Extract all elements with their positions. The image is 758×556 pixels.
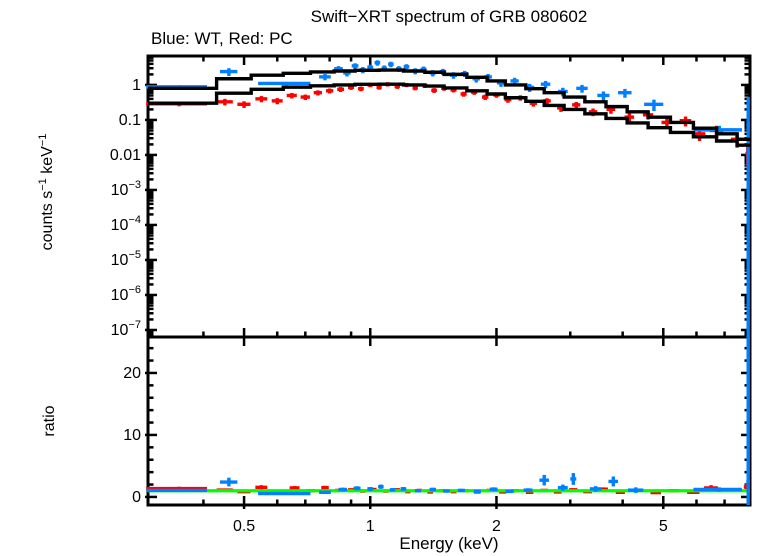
svg-text:0: 0	[132, 489, 141, 506]
wt-ratio-series	[146, 338, 750, 505]
svg-text:10: 10	[123, 427, 141, 444]
svg-text:0.01: 0.01	[110, 147, 141, 164]
plot-subtitle: Blue: WT, Red: PC	[151, 29, 293, 48]
svg-text:0.1: 0.1	[119, 112, 141, 129]
tick-labels: 0.5 1 2 5 1 0.1 0.01 10−3 10−4 10−5 10−6 10−7 0 10 20	[110, 77, 668, 535]
svg-text:1: 1	[366, 518, 375, 535]
x-axis-label: Energy (keV)	[399, 534, 499, 553]
svg-text:2: 2	[492, 518, 501, 535]
svg-text:5: 5	[659, 518, 668, 535]
svg-text:20: 20	[123, 365, 141, 382]
pc-model-line	[148, 82, 750, 147]
wt-model-line	[148, 68, 750, 141]
svg-text:10−6: 10−6	[111, 284, 141, 304]
plot-title: Swift−XRT spectrum of GRB 080602	[310, 7, 588, 26]
wt-spectrum-series	[146, 60, 750, 340]
y-axis-label-counts: counts s−1 keV−1	[36, 133, 57, 251]
svg-text:10−4: 10−4	[111, 214, 141, 234]
svg-text:10−7: 10−7	[111, 319, 141, 339]
svg-text:10−3: 10−3	[111, 179, 141, 199]
svg-text:1: 1	[132, 77, 141, 94]
axes-frame	[146, 54, 752, 507]
svg-text:0.5: 0.5	[233, 518, 255, 535]
axis-ticks	[145, 56, 750, 509]
svg-text:10−5: 10−5	[111, 249, 141, 269]
y-axis-label-ratio: ratio	[41, 405, 58, 437]
